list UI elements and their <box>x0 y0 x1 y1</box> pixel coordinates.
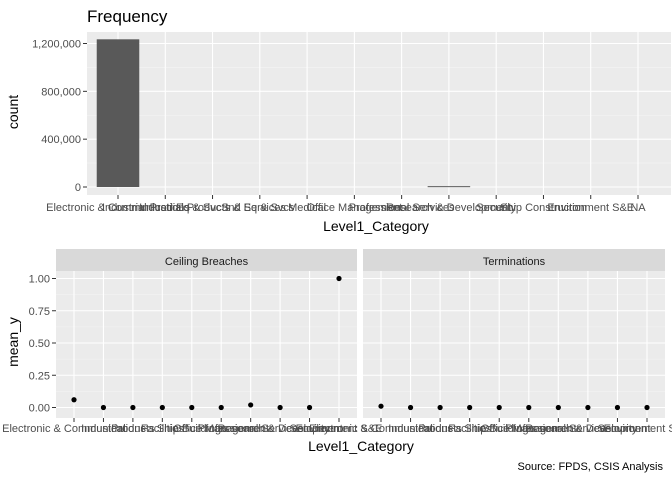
data-point <box>437 404 443 411</box>
data-point <box>130 404 136 411</box>
facet-strip-label: Terminations <box>483 256 546 268</box>
data-point <box>306 404 313 411</box>
x-tick-label: Electronic & Communications <box>46 202 190 214</box>
y-tick-label: 0.00 <box>29 403 50 415</box>
x-tick-label: Research & Development <box>386 202 511 214</box>
bottom-chart-ylabel: mean_y <box>5 317 21 367</box>
y-tick-label: 0.50 <box>29 338 50 350</box>
data-point <box>378 403 384 409</box>
data-point <box>407 404 414 411</box>
x-tick-label: Ship Buildings <box>464 423 534 435</box>
top-chart-ylabel: count <box>5 95 21 129</box>
x-tick-label: Facilities <box>141 423 184 435</box>
data-point <box>277 404 283 411</box>
data-point <box>526 404 532 411</box>
y-tick-label: 400,000 <box>41 134 81 146</box>
x-tick-label: Electronic & Communications <box>309 423 453 435</box>
facet-strip <box>363 249 665 271</box>
x-tick-label: Products <box>111 423 155 435</box>
panel-background <box>87 32 671 195</box>
x-tick-label: Products <box>418 423 462 435</box>
x-tick-label: Research & Development <box>525 423 650 435</box>
bottom-facet-panels: Ceiling Breaches 0.00 0.25 0.50 0.75 1.00 Elec… <box>2 249 672 435</box>
x-tick-label: Ship Buildings <box>157 423 227 435</box>
x-tick-label: NA <box>630 202 646 214</box>
data-point <box>336 275 342 282</box>
panel-background <box>363 271 665 418</box>
data-point <box>71 397 77 403</box>
x-tick-label: Industrial <box>81 423 126 435</box>
facet-strip-label: Ceiling Breaches <box>165 256 249 268</box>
bottom-chart-xlabel: Level1_Category <box>308 438 414 454</box>
data-point <box>467 404 473 411</box>
data-point <box>100 404 107 411</box>
x-tick-label: Ind Eq & Svcs <box>225 202 295 214</box>
x-tick-label: Security <box>598 423 638 435</box>
x-tick-label: Office Management <box>173 423 269 435</box>
y-tick-label: 1.00 <box>29 274 50 286</box>
x-tick-label: Industrial Prod Eq & SvcS <box>102 202 229 214</box>
x-tick-label: Security <box>476 202 516 214</box>
data-point <box>644 404 650 411</box>
y-tick-label: 0.25 <box>29 370 50 382</box>
x-tick-label: Environment S&E <box>296 423 383 435</box>
x-tick-label: Ship Construction <box>500 202 587 214</box>
data-point <box>189 404 195 411</box>
data-point <box>218 404 224 411</box>
data-point <box>496 404 502 411</box>
y-tick-label: 0.75 <box>29 306 50 318</box>
bar <box>96 39 140 188</box>
x-tick-label: Facilities <box>448 423 491 435</box>
bar <box>427 186 471 188</box>
panel-background <box>56 271 357 418</box>
x-tick-label: Office Management <box>481 423 577 435</box>
data-point <box>248 402 254 408</box>
x-tick-label: Office Management <box>306 202 402 214</box>
data-point <box>585 404 591 411</box>
data-point <box>159 404 165 411</box>
x-tick-label: Professional Services <box>349 202 455 214</box>
x-tick-label: Research & Development <box>217 423 342 435</box>
x-tick-label: Industrial Products & Services <box>139 202 286 214</box>
y-tick-label: 1,200,000 <box>32 39 81 51</box>
x-tick-label: Electronic & Communications <box>2 423 146 435</box>
top-chart-title: Frequency <box>87 7 168 26</box>
x-tick-label: Industrial <box>388 423 433 435</box>
facet-strip <box>56 249 357 271</box>
top-chart-xlabel: Level1_Category <box>323 218 429 234</box>
x-tick-label: Security <box>290 423 330 435</box>
data-point <box>555 404 561 411</box>
y-tick-label: 0 <box>75 182 81 194</box>
chart-caption: Source: FPDS, CSIS Analysis <box>518 461 664 473</box>
top-bar-panel: 0 400,000 800,000 1,200,000 Electronic & Com… <box>32 32 671 214</box>
data-point <box>614 404 621 411</box>
x-tick-label: Environment S&E <box>604 423 672 435</box>
x-tick-label: Environment S&E <box>547 202 634 214</box>
y-tick-label: 800,000 <box>41 86 81 98</box>
x-tick-label: Professional Services <box>505 423 611 435</box>
x-tick-label: Professional Services <box>198 423 304 435</box>
x-tick-label: Medical <box>288 202 326 214</box>
